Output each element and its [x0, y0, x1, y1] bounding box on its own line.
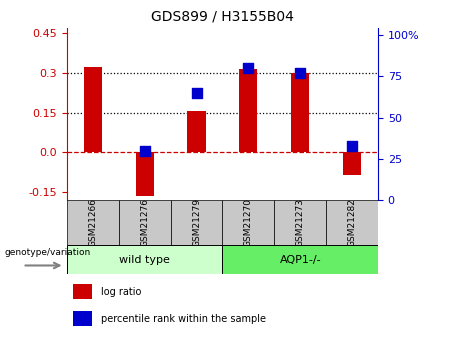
Point [296, 70, 304, 76]
Bar [171, 200, 222, 245]
Text: wild type: wild type [119, 255, 170, 265]
Text: GSM21282: GSM21282 [348, 198, 357, 247]
Bar [274, 200, 326, 245]
Text: GSM21279: GSM21279 [192, 198, 201, 247]
Text: GSM21276: GSM21276 [140, 198, 149, 247]
Point [245, 65, 252, 71]
Bar [222, 245, 378, 274]
Title: GDS899 / H3155B04: GDS899 / H3155B04 [151, 10, 294, 24]
Bar [326, 200, 378, 245]
Text: AQP1-/-: AQP1-/- [279, 255, 321, 265]
Bar [84, 67, 102, 152]
Text: percentile rank within the sample: percentile rank within the sample [101, 314, 266, 324]
Point [193, 90, 200, 96]
Text: GSM21266: GSM21266 [88, 198, 97, 247]
Bar [222, 200, 274, 245]
Point [349, 143, 356, 148]
Bar [239, 69, 257, 152]
Text: genotype/variation: genotype/variation [5, 248, 91, 257]
Text: log ratio: log ratio [101, 287, 142, 297]
Bar [136, 152, 154, 196]
Bar [188, 111, 206, 152]
Bar [118, 200, 171, 245]
Text: GSM21273: GSM21273 [296, 198, 305, 247]
Bar [291, 73, 309, 152]
Point [141, 148, 148, 153]
Text: GSM21270: GSM21270 [244, 198, 253, 247]
Bar [67, 200, 118, 245]
Bar [73, 311, 92, 326]
Bar [73, 284, 92, 299]
Bar [67, 245, 222, 274]
Bar [343, 152, 361, 175]
